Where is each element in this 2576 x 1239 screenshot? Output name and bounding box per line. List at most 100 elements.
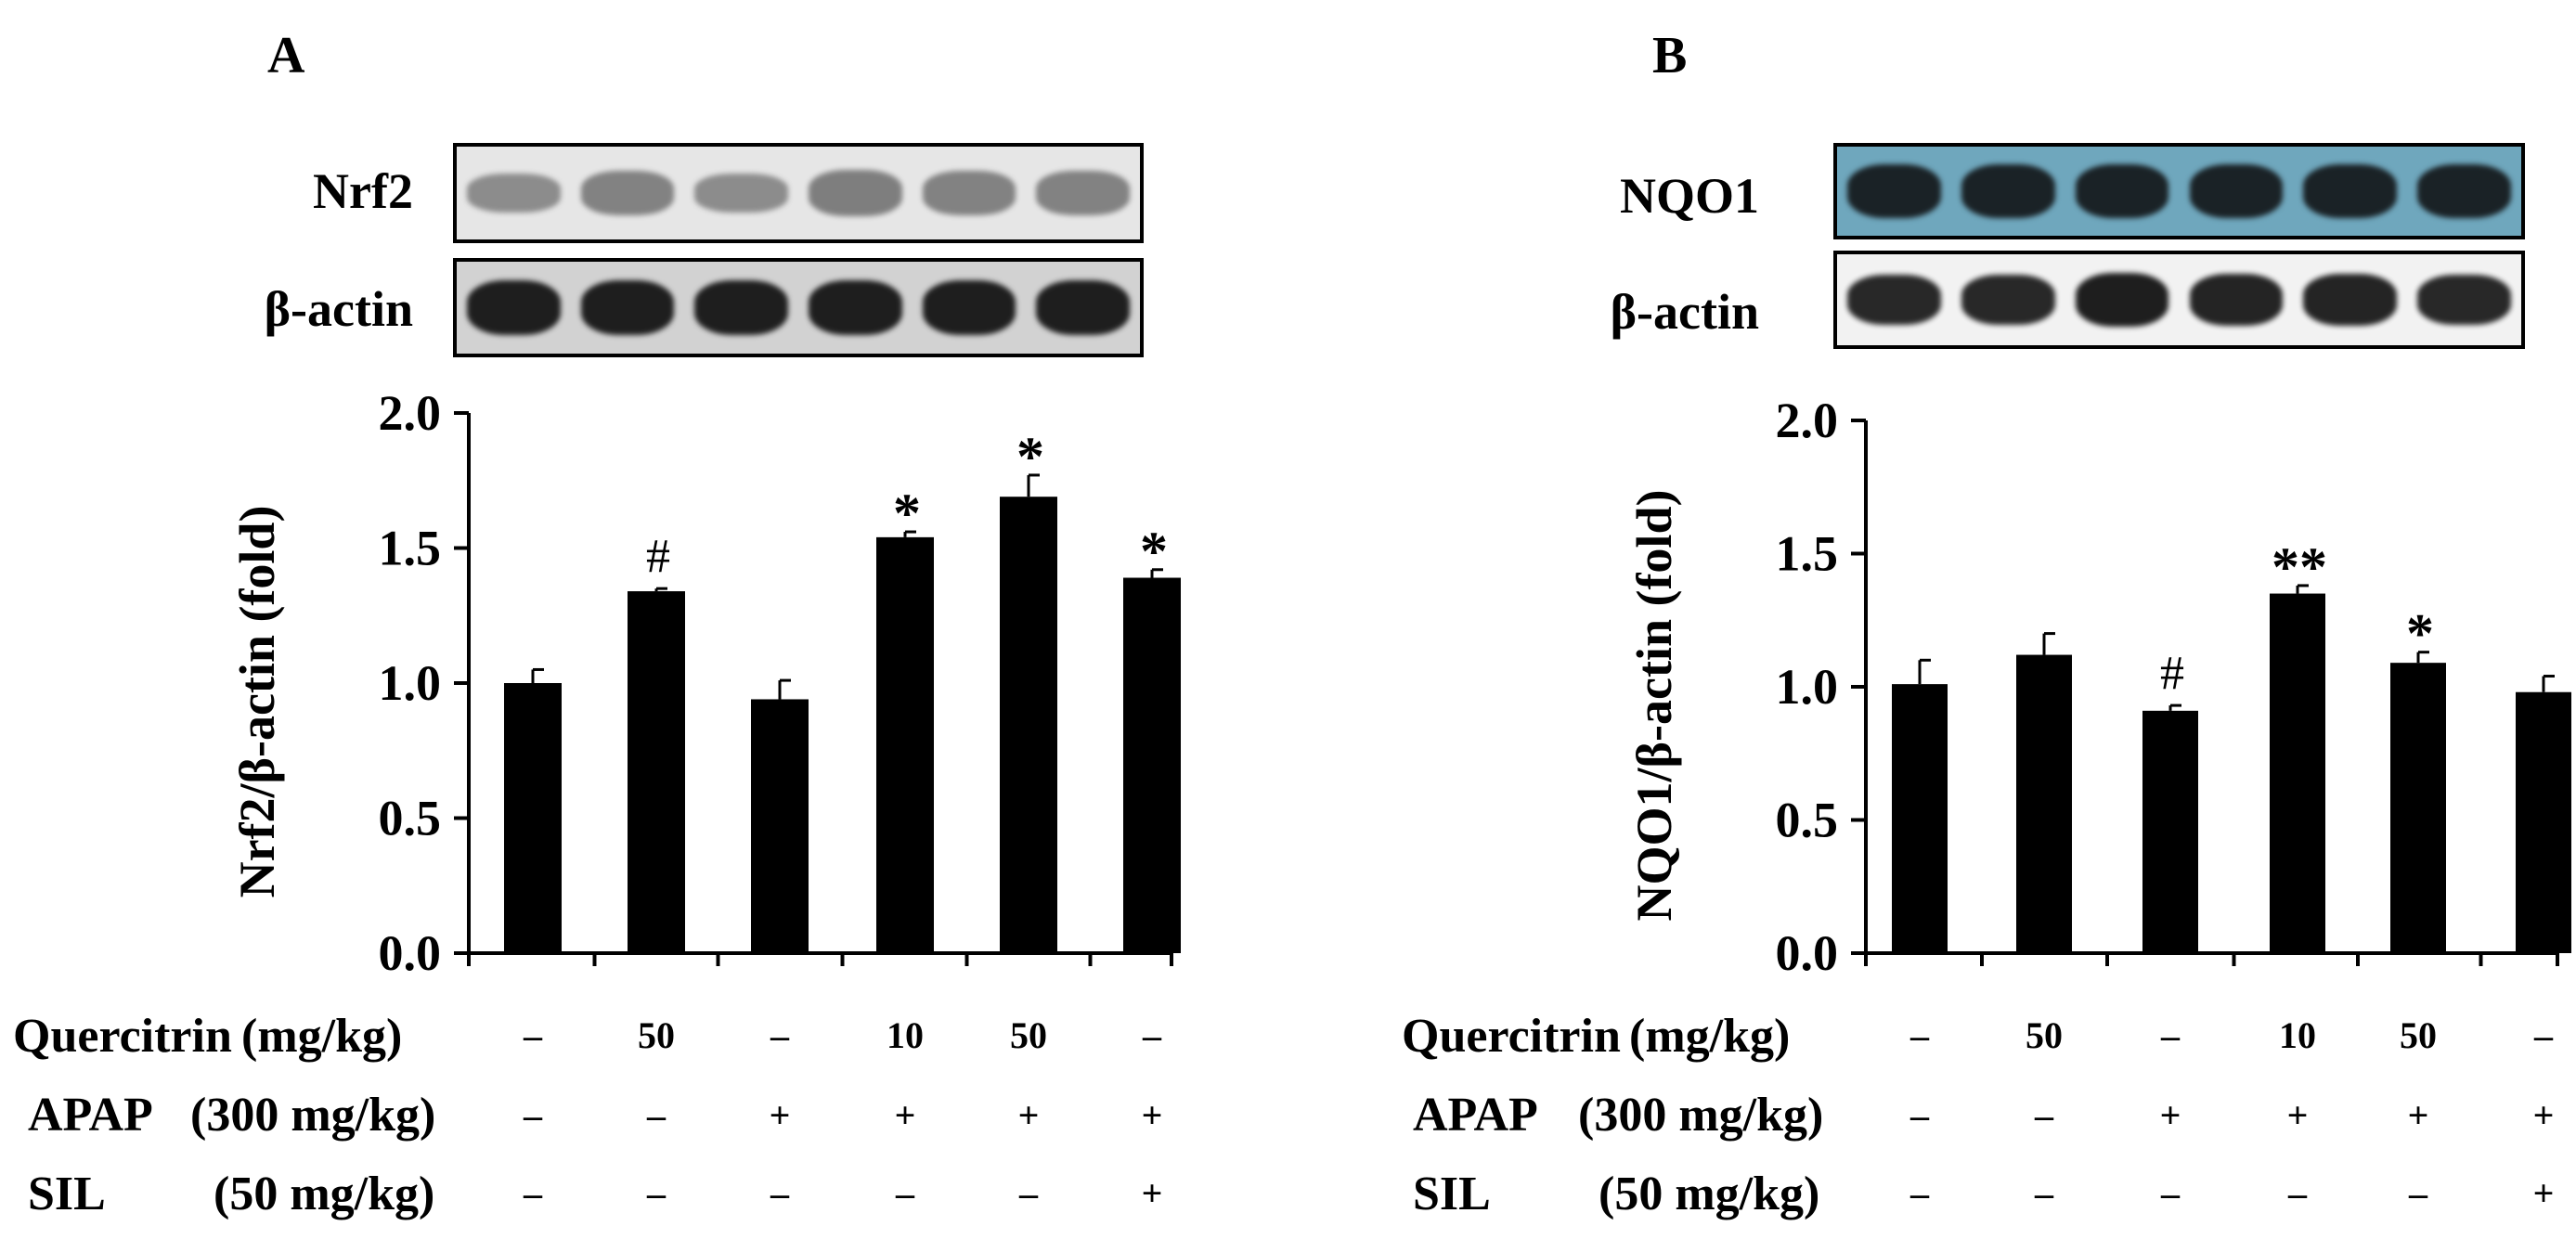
bar bbox=[628, 591, 685, 953]
significance-marker: * bbox=[2406, 603, 2434, 665]
treatment-value: – bbox=[1019, 1172, 1038, 1214]
treatment-value: – bbox=[770, 1014, 789, 1056]
bar bbox=[2390, 663, 2446, 953]
treatment-label-apap: APAP bbox=[28, 1089, 153, 1142]
blot-band bbox=[580, 171, 675, 215]
treatment-value: – bbox=[1910, 1094, 1929, 1136]
blot-band bbox=[467, 174, 561, 213]
blot-band bbox=[2417, 164, 2511, 218]
treatment-value: – bbox=[524, 1014, 542, 1056]
treatment-value: – bbox=[770, 1172, 789, 1214]
blot-band bbox=[922, 279, 1016, 336]
treatment-value: 50 bbox=[2400, 1014, 2437, 1056]
blot-band bbox=[2303, 164, 2398, 218]
blot-band bbox=[1961, 164, 2055, 218]
treatment-label-sil: SIL bbox=[28, 1168, 106, 1220]
y-tick-label: 0.0 bbox=[379, 925, 442, 981]
treatment-value: + bbox=[894, 1094, 916, 1136]
treatment-value: + bbox=[769, 1094, 791, 1136]
treatment-value: + bbox=[2407, 1094, 2429, 1136]
treatment-value: + bbox=[1141, 1094, 1163, 1136]
bar-chart-nrf2: 0.0 0.5 1.0 1.5 2.0 Nrf2/β-actin (fold) # * * * bbox=[229, 385, 1181, 981]
treatment-unit-quercitrin: (mg/kg) bbox=[241, 1010, 403, 1063]
treatment-value: + bbox=[2532, 1094, 2555, 1136]
y-tick-label: 1.5 bbox=[379, 521, 442, 576]
bar bbox=[2016, 654, 2072, 953]
treatment-value: + bbox=[2532, 1172, 2555, 1214]
treatment-value: – bbox=[2288, 1172, 2307, 1214]
treatment-value: – bbox=[896, 1172, 914, 1214]
y-tick-label: 2.0 bbox=[379, 385, 442, 441]
y-tick-label: 2.0 bbox=[1776, 393, 1839, 448]
treatment-value: – bbox=[2161, 1014, 2180, 1056]
treatment-value: – bbox=[524, 1094, 542, 1136]
bar bbox=[876, 536, 934, 953]
blot-band bbox=[922, 171, 1016, 215]
blot-label-nqo1: NQO1 bbox=[1619, 168, 1759, 224]
panel-a: A Nrf2 β-actin 0.0 0.5 1.0 1.5 2.0 Nrf2/β-act… bbox=[13, 27, 1181, 1220]
treatment-value: – bbox=[1143, 1014, 1161, 1056]
treatment-value: – bbox=[647, 1172, 666, 1214]
treatment-value: + bbox=[2286, 1094, 2309, 1136]
treatment-value: – bbox=[2161, 1172, 2180, 1214]
significance-marker: * bbox=[1140, 521, 1168, 582]
blot-band bbox=[809, 279, 902, 336]
treatment-unit-sil: (50 mg/kg) bbox=[214, 1168, 435, 1220]
blot-band bbox=[694, 279, 788, 336]
treatment-value: 10 bbox=[2279, 1014, 2316, 1056]
treatment-value: 10 bbox=[887, 1014, 924, 1056]
panel-b: B NQO1 β-actin 0.0 0.5 1.0 1.5 2.0 NQO1/β-act… bbox=[1383, 0, 2576, 1239]
treatment-value: – bbox=[2534, 1014, 2553, 1056]
treatment-value: 50 bbox=[2026, 1014, 2063, 1056]
significance-marker: ** bbox=[2272, 536, 2327, 598]
blot-band bbox=[1847, 164, 1941, 218]
y-tick-label: 0.0 bbox=[1776, 925, 1839, 981]
y-tick-label: 1.0 bbox=[379, 655, 442, 711]
treatment-value: – bbox=[2035, 1094, 2053, 1136]
treatment-unit-apap: (300 mg/kg) bbox=[1578, 1089, 1824, 1142]
treatment-value: – bbox=[524, 1172, 542, 1214]
treatment-value: – bbox=[2409, 1172, 2427, 1214]
treatment-unit-sil: (50 mg/kg) bbox=[1599, 1168, 1820, 1220]
y-axis-label: NQO1/β-actin (fold) bbox=[1626, 490, 1682, 922]
y-axis-label: Nrf2/β-actin (fold) bbox=[229, 506, 285, 898]
treatment-label-apap: APAP bbox=[1413, 1089, 1538, 1142]
panel-letter: B bbox=[1652, 27, 1688, 84]
treatment-value: + bbox=[1017, 1094, 1040, 1136]
y-tick-label: 0.5 bbox=[1776, 793, 1839, 848]
blot-band bbox=[1036, 171, 1130, 215]
blot-band bbox=[1847, 274, 1941, 326]
blot-band bbox=[2189, 273, 2284, 327]
treatment-value: – bbox=[647, 1094, 666, 1136]
western-blot-nqo1 bbox=[1833, 143, 2525, 239]
treatment-value: 50 bbox=[1010, 1014, 1047, 1056]
treatment-unit-apap: (300 mg/kg) bbox=[190, 1089, 436, 1142]
treatment-unit-quercitrin: (mg/kg) bbox=[1629, 1010, 1791, 1063]
blot-label-nrf2: Nrf2 bbox=[313, 163, 413, 219]
blot-band bbox=[2303, 273, 2398, 327]
western-blot-beta-actin bbox=[453, 258, 1144, 357]
blot-band bbox=[2417, 274, 2511, 326]
bar bbox=[751, 699, 809, 953]
treatment-value: – bbox=[1910, 1014, 1929, 1056]
blot-band bbox=[2189, 164, 2284, 218]
blot-band bbox=[1036, 279, 1130, 336]
blot-band bbox=[2075, 164, 2169, 218]
blot-band bbox=[2075, 272, 2169, 328]
treatment-value: – bbox=[2035, 1172, 2053, 1214]
y-tick-label: 1.5 bbox=[1776, 526, 1839, 582]
blot-label-beta-actin: β-actin bbox=[264, 281, 413, 337]
blot-band bbox=[809, 170, 902, 216]
bar bbox=[504, 683, 562, 953]
treatment-value: – bbox=[1910, 1172, 1929, 1214]
significance-marker: * bbox=[893, 483, 921, 544]
bar bbox=[1892, 684, 1948, 953]
bar bbox=[2516, 691, 2571, 953]
y-tick-label: 1.0 bbox=[1776, 659, 1839, 715]
bar bbox=[2270, 593, 2325, 953]
western-blot-beta-actin bbox=[1833, 251, 2525, 349]
bar bbox=[1123, 577, 1181, 953]
significance-marker: # bbox=[646, 530, 670, 583]
significance-marker: # bbox=[2160, 647, 2184, 700]
bar bbox=[2142, 710, 2198, 953]
